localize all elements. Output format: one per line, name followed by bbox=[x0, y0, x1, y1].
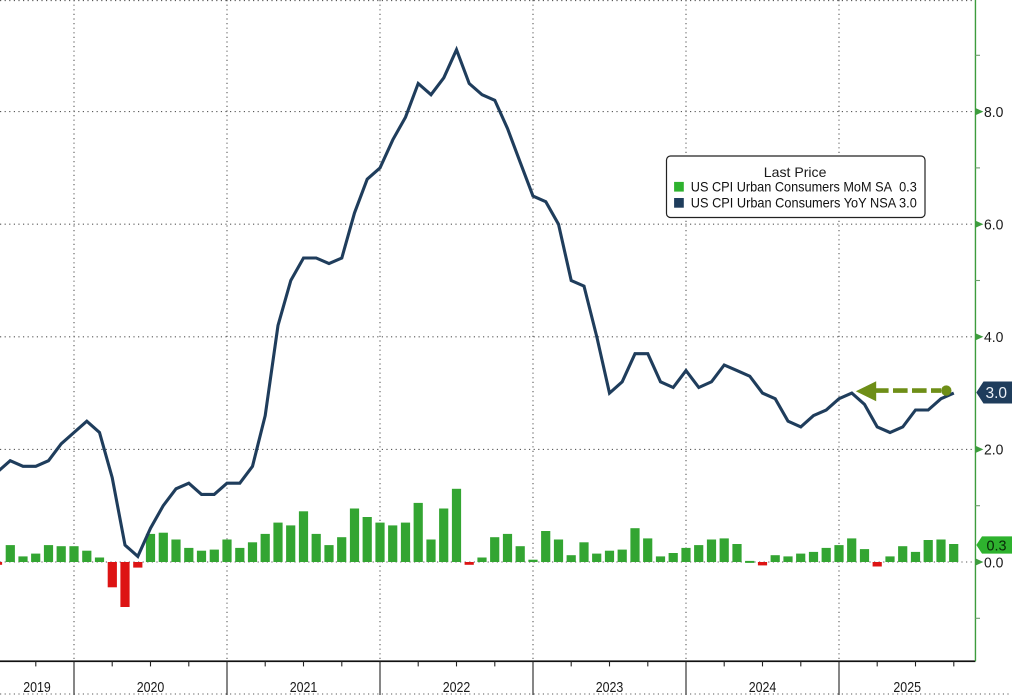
svg-text:2024: 2024 bbox=[749, 680, 777, 695]
svg-text:6.0: 6.0 bbox=[984, 217, 1003, 234]
svg-text:8.0: 8.0 bbox=[984, 104, 1003, 121]
svg-text:4.0: 4.0 bbox=[984, 329, 1003, 346]
svg-text:2021: 2021 bbox=[290, 680, 318, 695]
svg-text:US CPI Urban Consumers YoY NSA: US CPI Urban Consumers YoY NSA 3.0 bbox=[691, 196, 917, 211]
svg-text:0.0: 0.0 bbox=[984, 554, 1003, 571]
svg-text:Last Price: Last Price bbox=[764, 164, 827, 180]
svg-text:0.3: 0.3 bbox=[987, 538, 1007, 554]
svg-text:2025: 2025 bbox=[893, 680, 921, 695]
svg-text:3.0: 3.0 bbox=[986, 385, 1008, 402]
svg-text:2022: 2022 bbox=[443, 680, 471, 695]
svg-text:2019: 2019 bbox=[23, 680, 51, 695]
svg-text:2023: 2023 bbox=[596, 680, 624, 695]
svg-text:2.0: 2.0 bbox=[984, 442, 1003, 459]
svg-text:2020: 2020 bbox=[137, 680, 165, 695]
svg-text:US CPI Urban Consumers MoM SA: US CPI Urban Consumers MoM SA 0.3 bbox=[691, 180, 917, 195]
